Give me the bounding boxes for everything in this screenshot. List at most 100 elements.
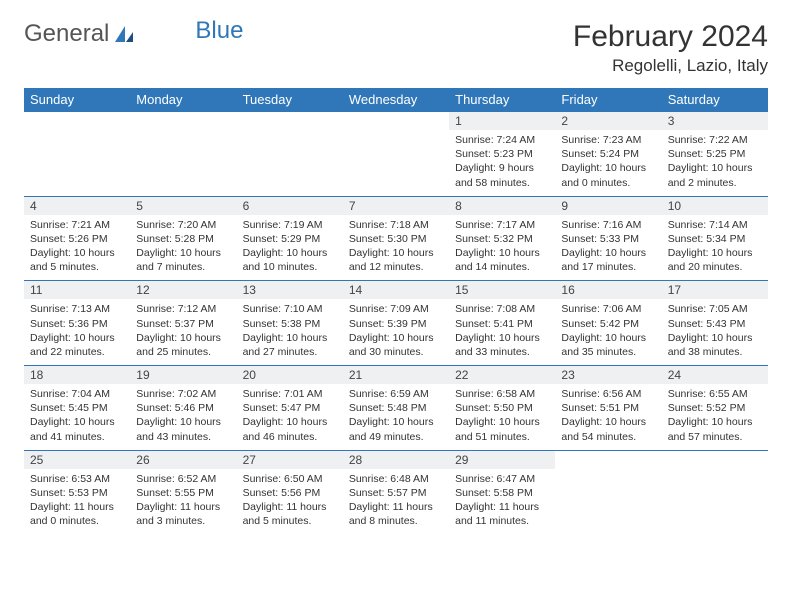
day-number-cell: 28	[343, 450, 449, 469]
day-detail-cell: Sunrise: 7:10 AMSunset: 5:38 PMDaylight:…	[237, 299, 343, 365]
weekday-header-row: Sunday Monday Tuesday Wednesday Thursday…	[24, 88, 768, 112]
day-number-cell	[130, 112, 236, 131]
daylight-text: Daylight: 11 hours	[243, 500, 337, 514]
daylight-text: and 58 minutes.	[455, 176, 549, 190]
day-number-row: 11121314151617	[24, 281, 768, 300]
day-number-cell: 23	[555, 366, 661, 385]
daylight-text: and 10 minutes.	[243, 260, 337, 274]
weekday-header: Saturday	[662, 88, 768, 112]
daylight-text: Daylight: 10 hours	[668, 161, 762, 175]
day-detail-cell: Sunrise: 7:17 AMSunset: 5:32 PMDaylight:…	[449, 215, 555, 281]
day-number-cell: 27	[237, 450, 343, 469]
day-number-cell: 20	[237, 366, 343, 385]
day-number-cell: 26	[130, 450, 236, 469]
daylight-text: Daylight: 10 hours	[561, 331, 655, 345]
sunrise-text: Sunrise: 7:13 AM	[30, 302, 124, 316]
page-header: General Blue February 2024 Regolelli, La…	[24, 20, 768, 76]
sunrise-text: Sunrise: 7:16 AM	[561, 218, 655, 232]
sunset-text: Sunset: 5:26 PM	[30, 232, 124, 246]
sunset-text: Sunset: 5:58 PM	[455, 486, 549, 500]
daylight-text: Daylight: 11 hours	[136, 500, 230, 514]
day-number-cell: 14	[343, 281, 449, 300]
daylight-text: Daylight: 11 hours	[455, 500, 549, 514]
daylight-text: and 57 minutes.	[668, 430, 762, 444]
daylight-text: and 38 minutes.	[668, 345, 762, 359]
daylight-text: Daylight: 10 hours	[668, 415, 762, 429]
daylight-text: Daylight: 10 hours	[349, 415, 443, 429]
daylight-text: Daylight: 10 hours	[561, 161, 655, 175]
daylight-text: and 46 minutes.	[243, 430, 337, 444]
day-number-cell: 18	[24, 366, 130, 385]
sunrise-text: Sunrise: 6:52 AM	[136, 472, 230, 486]
day-number-cell: 4	[24, 196, 130, 215]
sunset-text: Sunset: 5:34 PM	[668, 232, 762, 246]
sunrise-text: Sunrise: 7:21 AM	[30, 218, 124, 232]
daylight-text: and 20 minutes.	[668, 260, 762, 274]
sunrise-text: Sunrise: 6:53 AM	[30, 472, 124, 486]
daylight-text: and 5 minutes.	[243, 514, 337, 528]
day-detail-cell: Sunrise: 7:23 AMSunset: 5:24 PMDaylight:…	[555, 130, 661, 196]
daylight-text: Daylight: 9 hours	[455, 161, 549, 175]
daylight-text: and 30 minutes.	[349, 345, 443, 359]
sunrise-text: Sunrise: 6:56 AM	[561, 387, 655, 401]
daylight-text: Daylight: 10 hours	[455, 331, 549, 345]
sunset-text: Sunset: 5:33 PM	[561, 232, 655, 246]
day-detail-cell: Sunrise: 6:53 AMSunset: 5:53 PMDaylight:…	[24, 469, 130, 535]
sunrise-text: Sunrise: 6:55 AM	[668, 387, 762, 401]
day-detail-cell: Sunrise: 7:01 AMSunset: 5:47 PMDaylight:…	[237, 384, 343, 450]
daylight-text: Daylight: 10 hours	[561, 246, 655, 260]
daylight-text: and 12 minutes.	[349, 260, 443, 274]
day-detail-cell: Sunrise: 6:47 AMSunset: 5:58 PMDaylight:…	[449, 469, 555, 535]
sunset-text: Sunset: 5:25 PM	[668, 147, 762, 161]
day-detail-cell	[662, 469, 768, 535]
day-number-cell: 15	[449, 281, 555, 300]
calendar-table: Sunday Monday Tuesday Wednesday Thursday…	[24, 88, 768, 535]
day-number-cell: 21	[343, 366, 449, 385]
sunrise-text: Sunrise: 7:04 AM	[30, 387, 124, 401]
daylight-text: and 0 minutes.	[30, 514, 124, 528]
day-detail-row: Sunrise: 7:13 AMSunset: 5:36 PMDaylight:…	[24, 299, 768, 365]
day-number-cell: 22	[449, 366, 555, 385]
day-number-cell: 3	[662, 112, 768, 131]
sunrise-text: Sunrise: 6:58 AM	[455, 387, 549, 401]
weekday-header: Wednesday	[343, 88, 449, 112]
day-number-row: 18192021222324	[24, 366, 768, 385]
sunrise-text: Sunrise: 7:24 AM	[455, 133, 549, 147]
sunset-text: Sunset: 5:43 PM	[668, 317, 762, 331]
brand-part1: General	[24, 20, 109, 48]
sunrise-text: Sunrise: 7:05 AM	[668, 302, 762, 316]
sunrise-text: Sunrise: 6:48 AM	[349, 472, 443, 486]
sunset-text: Sunset: 5:37 PM	[136, 317, 230, 331]
sunrise-text: Sunrise: 7:09 AM	[349, 302, 443, 316]
day-number-cell: 2	[555, 112, 661, 131]
day-detail-cell: Sunrise: 7:14 AMSunset: 5:34 PMDaylight:…	[662, 215, 768, 281]
day-detail-cell: Sunrise: 7:24 AMSunset: 5:23 PMDaylight:…	[449, 130, 555, 196]
daylight-text: and 49 minutes.	[349, 430, 443, 444]
sunset-text: Sunset: 5:48 PM	[349, 401, 443, 415]
sunset-text: Sunset: 5:41 PM	[455, 317, 549, 331]
day-detail-cell: Sunrise: 7:08 AMSunset: 5:41 PMDaylight:…	[449, 299, 555, 365]
day-detail-cell: Sunrise: 6:58 AMSunset: 5:50 PMDaylight:…	[449, 384, 555, 450]
sunrise-text: Sunrise: 7:14 AM	[668, 218, 762, 232]
day-number-cell: 29	[449, 450, 555, 469]
day-number-cell	[662, 450, 768, 469]
day-detail-cell: Sunrise: 6:52 AMSunset: 5:55 PMDaylight:…	[130, 469, 236, 535]
weekday-header: Monday	[130, 88, 236, 112]
daylight-text: Daylight: 10 hours	[243, 415, 337, 429]
day-detail-cell: Sunrise: 7:12 AMSunset: 5:37 PMDaylight:…	[130, 299, 236, 365]
day-detail-cell	[343, 130, 449, 196]
day-detail-cell: Sunrise: 6:56 AMSunset: 5:51 PMDaylight:…	[555, 384, 661, 450]
day-detail-cell: Sunrise: 7:19 AMSunset: 5:29 PMDaylight:…	[237, 215, 343, 281]
sunrise-text: Sunrise: 7:12 AM	[136, 302, 230, 316]
daylight-text: and 7 minutes.	[136, 260, 230, 274]
daylight-text: Daylight: 10 hours	[668, 246, 762, 260]
day-detail-cell: Sunrise: 7:20 AMSunset: 5:28 PMDaylight:…	[130, 215, 236, 281]
daylight-text: Daylight: 10 hours	[455, 415, 549, 429]
daylight-text: and 33 minutes.	[455, 345, 549, 359]
day-detail-cell	[237, 130, 343, 196]
day-number-cell	[343, 112, 449, 131]
day-detail-cell	[555, 469, 661, 535]
sunset-text: Sunset: 5:30 PM	[349, 232, 443, 246]
sunset-text: Sunset: 5:57 PM	[349, 486, 443, 500]
day-detail-cell: Sunrise: 7:04 AMSunset: 5:45 PMDaylight:…	[24, 384, 130, 450]
